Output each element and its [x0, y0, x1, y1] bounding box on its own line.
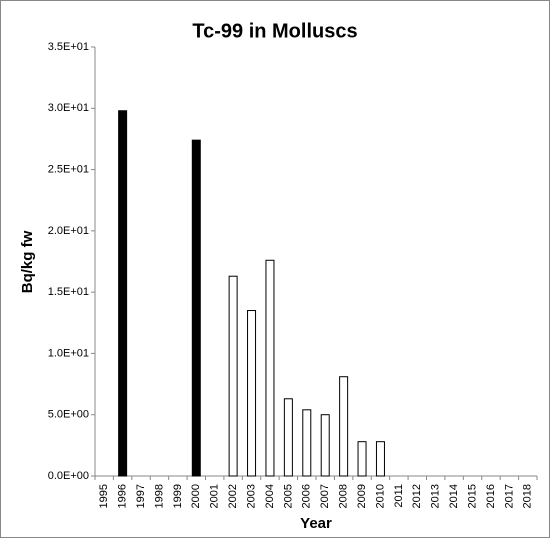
bar — [191, 139, 201, 477]
x-tick-label: 1996 — [117, 484, 129, 508]
bar — [283, 398, 293, 477]
x-tick-label: 1998 — [153, 484, 165, 508]
chart-title: Tc-99 in Molluscs — [192, 20, 357, 42]
x-tick-label: 2018 — [522, 484, 534, 508]
x-tick-label: 1999 — [172, 484, 184, 508]
x-tick-label: 2006 — [301, 484, 313, 508]
x-tick-label: 2012 — [411, 484, 423, 508]
bar — [265, 259, 275, 477]
bar — [375, 441, 385, 477]
bar — [302, 409, 312, 477]
x-tick-label: 2016 — [485, 484, 497, 508]
y-tick-label: 5.0E+00 — [48, 409, 89, 421]
bar — [118, 110, 128, 477]
bar — [247, 310, 257, 477]
bar — [320, 414, 330, 477]
x-tick-label: 2015 — [466, 484, 478, 508]
x-tick-label: 1997 — [135, 484, 147, 508]
y-tick-label: 3.5E+01 — [48, 41, 89, 53]
x-tick-label: 2005 — [282, 484, 294, 508]
x-tick-label: 2013 — [430, 484, 442, 508]
x-tick-label: 2002 — [227, 484, 239, 508]
x-tick-label: 1995 — [98, 484, 110, 508]
x-tick-label: 2017 — [503, 484, 515, 508]
x-tick-label: 2007 — [319, 484, 331, 508]
x-tick-label: 2010 — [374, 484, 386, 508]
x-tick-label: 2003 — [245, 484, 257, 508]
y-tick-label: 1.5E+01 — [48, 286, 89, 298]
bar — [357, 441, 367, 477]
x-tick-label: 2011 — [393, 484, 405, 508]
x-tick-label: 2004 — [264, 484, 276, 508]
x-tick-label: 2008 — [338, 484, 350, 508]
x-tick-label: 2009 — [356, 484, 368, 508]
x-tick-label: 2014 — [448, 484, 460, 508]
bar — [339, 376, 349, 477]
x-axis-title: Year — [300, 515, 332, 532]
y-tick-label: 0.0E+00 — [48, 470, 89, 482]
y-tick-label: 2.0E+01 — [48, 225, 89, 237]
y-tick-label: 2.5E+01 — [48, 163, 89, 175]
y-tick-label: 1.0E+01 — [48, 347, 89, 359]
bar — [228, 275, 238, 477]
x-tick-label: 2000 — [190, 484, 202, 508]
y-tick-label: 3.0E+01 — [48, 102, 89, 114]
y-axis-title: Bq/kg fw — [19, 230, 36, 293]
x-tick-label: 2001 — [209, 484, 221, 508]
